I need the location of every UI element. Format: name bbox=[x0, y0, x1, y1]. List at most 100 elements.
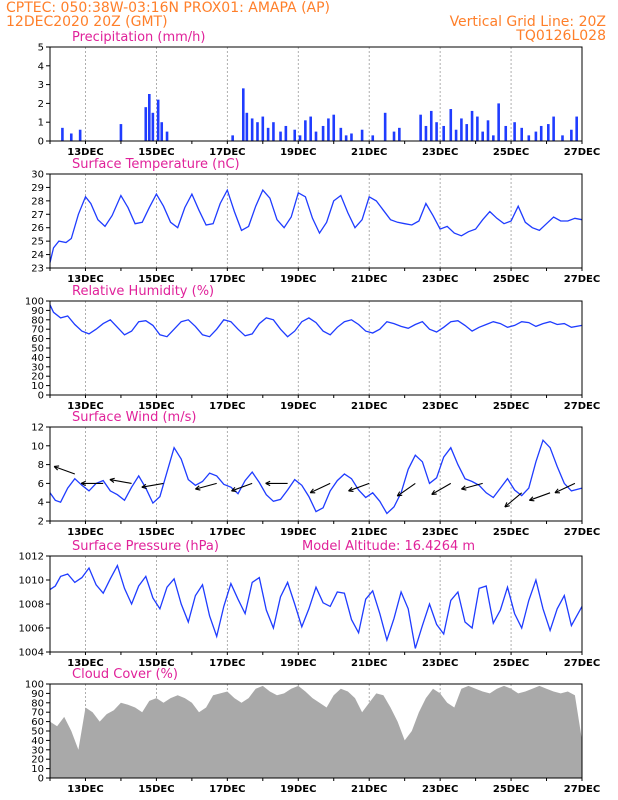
precip-bar bbox=[266, 127, 270, 141]
precip-bar bbox=[534, 131, 538, 141]
x-tick-label: 13DEC bbox=[67, 401, 103, 412]
precip-bar bbox=[575, 116, 578, 141]
y-tick-label: 8 bbox=[38, 460, 44, 471]
y-tick-label: 6 bbox=[38, 479, 44, 490]
y-tick-label: 80 bbox=[31, 698, 44, 709]
precip-bar bbox=[151, 112, 155, 141]
precip-bar bbox=[165, 131, 169, 141]
wind-arrow bbox=[431, 482, 452, 495]
panel-title: Surface Temperature (nC) bbox=[72, 157, 240, 172]
x-tick-label: 13DEC bbox=[67, 527, 103, 538]
x-tick-label: 17DEC bbox=[209, 658, 245, 669]
x-tick-label: 27DEC bbox=[564, 784, 600, 795]
panel-title: Cloud Cover (%) bbox=[72, 667, 178, 682]
precip-bar bbox=[547, 124, 550, 141]
x-tick-label: 13DEC bbox=[67, 658, 103, 669]
x-tick-label: 19DEC bbox=[280, 658, 316, 669]
precip-bar bbox=[61, 127, 64, 141]
panel-frame bbox=[49, 426, 583, 522]
precip-bar bbox=[156, 99, 160, 141]
x-tick-label: 17DEC bbox=[209, 147, 245, 158]
precip-bar bbox=[344, 135, 348, 141]
x-tick-label: 25DEC bbox=[493, 527, 529, 538]
wind-arrow bbox=[396, 482, 416, 497]
x-tick-label: 25DEC bbox=[493, 274, 529, 285]
x-tick-label: 15DEC bbox=[138, 274, 174, 285]
y-tick-label: 23 bbox=[31, 264, 44, 275]
y-tick-label: 70 bbox=[31, 708, 44, 719]
x-tick-label: 25DEC bbox=[493, 147, 529, 158]
y-tick-label: 1010 bbox=[19, 576, 44, 587]
series-line bbox=[49, 563, 583, 649]
y-tick-label: 30 bbox=[31, 745, 44, 756]
precip-bar bbox=[241, 88, 245, 141]
series-line bbox=[49, 188, 583, 263]
precip-bar bbox=[250, 118, 254, 141]
precip-bar bbox=[527, 135, 531, 141]
x-tick-label: 19DEC bbox=[280, 401, 316, 412]
y-tick-label: 26 bbox=[31, 223, 44, 234]
panel-title: Relative Humidity (%) bbox=[72, 284, 214, 299]
x-tick-label: 13DEC bbox=[67, 147, 103, 158]
header-date: 12DEC2020 20Z (GMT) bbox=[6, 14, 168, 30]
y-tick-label: 0 bbox=[38, 137, 44, 148]
y-tick-label: 40 bbox=[31, 353, 44, 364]
x-tick-label: 27DEC bbox=[564, 658, 600, 669]
precip-bar bbox=[144, 107, 148, 141]
panel-frame bbox=[49, 173, 583, 269]
y-tick-label: 10 bbox=[31, 441, 44, 452]
x-tick-label: 19DEC bbox=[280, 784, 316, 795]
wind-arrow bbox=[109, 477, 132, 484]
wind-arrow bbox=[141, 482, 164, 490]
series-line bbox=[49, 304, 583, 338]
header-vertical-grid: Vertical Grid Line: 20Z bbox=[450, 14, 606, 30]
precip-bar bbox=[449, 109, 453, 141]
precip-bar bbox=[460, 118, 463, 141]
wind-arrow bbox=[348, 482, 370, 492]
precip-bar bbox=[570, 129, 573, 141]
x-tick-label: 23DEC bbox=[422, 401, 458, 412]
x-tick-label: 21DEC bbox=[351, 784, 387, 795]
y-tick-label: 1 bbox=[38, 118, 44, 129]
x-tick-label: 25DEC bbox=[493, 784, 529, 795]
x-tick-label: 25DEC bbox=[493, 658, 529, 669]
precip-bar bbox=[476, 116, 479, 141]
x-tick-label: 23DEC bbox=[422, 527, 458, 538]
precip-bar bbox=[561, 135, 564, 141]
header-line1: CPTEC: 050:38W-03:16N PROX01: AMAPA (AP) bbox=[6, 0, 330, 16]
precip-bar bbox=[119, 124, 123, 141]
y-tick-label: 1012 bbox=[19, 552, 44, 563]
x-tick-label: 17DEC bbox=[209, 274, 245, 285]
x-tick-label: 17DEC bbox=[209, 401, 245, 412]
precip-bar bbox=[371, 135, 375, 141]
y-tick-label: 2 bbox=[38, 99, 44, 110]
y-tick-label: 2 bbox=[38, 517, 44, 528]
panel-frame bbox=[49, 300, 583, 396]
precip-bar bbox=[256, 122, 259, 141]
wind-arrow bbox=[504, 492, 523, 508]
panel-1: 0 1 2 3 4 5 13DEC 15DEC 17DEC 19DEC 21DEC 23DEC 25DE… bbox=[38, 30, 601, 158]
precip-bar bbox=[339, 127, 343, 141]
y-tick-label: 27 bbox=[31, 210, 44, 221]
panel-4: 2 4 6 8 10 12 13DEC 15DEC 17DEC 19DEC 21DEC 23DEC 25… bbox=[31, 410, 600, 538]
x-tick-label: 27DEC bbox=[564, 147, 600, 158]
x-tick-label: 21DEC bbox=[351, 527, 387, 538]
precip-bar bbox=[293, 129, 297, 141]
precip-bar bbox=[520, 127, 524, 141]
x-tick-label: 21DEC bbox=[351, 274, 387, 285]
wind-arrow bbox=[554, 482, 576, 494]
x-tick-label: 15DEC bbox=[138, 784, 174, 795]
y-tick-label: 60 bbox=[31, 334, 44, 345]
x-tick-label: 23DEC bbox=[422, 274, 458, 285]
precip-bar bbox=[504, 125, 508, 141]
x-tick-label: 23DEC bbox=[422, 147, 458, 158]
precip-bar bbox=[304, 120, 307, 141]
y-tick-label: 29 bbox=[31, 183, 44, 194]
y-tick-label: 1004 bbox=[19, 648, 44, 659]
wind-arrow bbox=[461, 482, 483, 491]
precip-bar bbox=[309, 116, 312, 141]
y-tick-label: 20 bbox=[31, 372, 44, 383]
